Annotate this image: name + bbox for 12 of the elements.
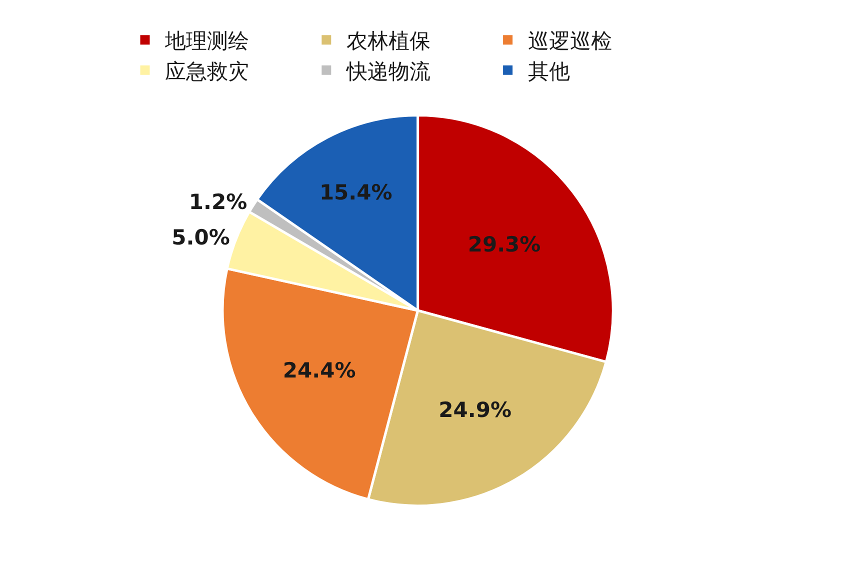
legend-label: 巡逻巡检 [528,29,612,54]
legend-label: 应急救灾 [164,59,249,84]
data-label: 24.4% [282,358,356,383]
legend-label: 其他 [528,59,570,84]
legend-label: 快递物流 [345,59,430,84]
data-label: 5.0% [172,226,230,250]
data-label: 1.2% [188,190,248,214]
data-label: 15.4% [319,180,392,204]
data-label: 24.9% [438,398,512,422]
legend-label: 农林植保 [346,29,430,54]
data-label: 29.3% [468,232,541,256]
legend-label: 地理测绘 [164,29,249,54]
